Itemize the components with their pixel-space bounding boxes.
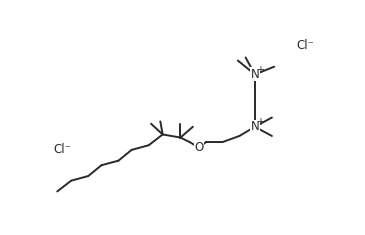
Text: +: +: [256, 65, 264, 75]
Text: Cl⁻: Cl⁻: [296, 39, 314, 52]
Text: +: +: [256, 117, 264, 127]
Text: O: O: [195, 141, 204, 154]
Text: Cl⁻: Cl⁻: [54, 143, 72, 156]
Text: N: N: [250, 120, 259, 133]
Text: N: N: [250, 68, 259, 81]
